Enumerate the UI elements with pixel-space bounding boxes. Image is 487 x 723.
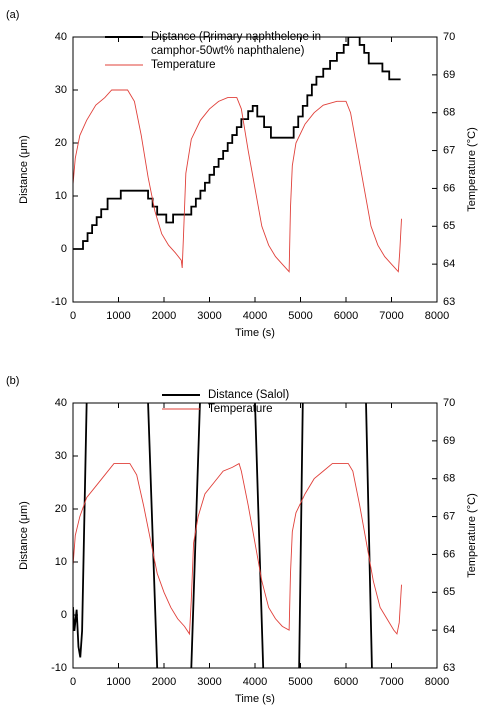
legend-swatch [105,36,143,38]
y-tick-label: 10 [55,556,67,568]
legend-label: Temperature [208,403,273,415]
x-tick-label: 3000 [197,676,221,688]
y2-tick-label: 70 [443,397,455,409]
x-tick-label: 4000 [243,310,267,322]
x-tick-label: 7000 [379,676,403,688]
y2-tick-label: 67 [443,144,455,156]
plot-frame [72,402,438,669]
y2-tick-label: 64 [443,258,455,270]
legend-swatch [105,64,143,66]
y2-tick-label: 67 [443,510,455,522]
y2-tick-label: 69 [443,69,455,81]
series-line [73,403,373,668]
y2-tick-label: 70 [443,31,455,43]
series-line [73,37,401,250]
y2-tick-label: 68 [443,107,455,119]
series-line [73,89,402,273]
x-tick-label: 7000 [379,310,403,322]
legend-swatch [162,394,200,396]
y-axis-title: Distance (μm) [18,135,30,204]
x-tick-label: 5000 [288,310,312,322]
legend-entry: Distance (Salol) [160,388,360,402]
legend-entry: Temperature [103,58,343,72]
legend-label: Distance (Salol) [208,389,290,401]
y-axis-title: Distance (μm) [18,501,30,570]
series-line [73,462,402,636]
y-tick-label: 30 [55,450,67,462]
panel-label: (a) [6,9,19,21]
y2-tick-label: 69 [443,435,455,447]
legend: Distance (Primary naphthelene in camphor… [103,30,343,72]
y2-tick-label: 63 [443,296,455,308]
y2-tick-label: 65 [443,586,455,598]
x-axis-title: Time (s) [235,693,275,705]
y2-tick-label: 64 [443,624,455,636]
legend-label: Distance (Primary naphthelene in camphor… [151,31,322,57]
x-axis-title: Time (s) [235,327,275,339]
x-tick-label: 5000 [288,676,312,688]
y-tick-label: 40 [55,31,67,43]
panel-label: (b) [6,375,19,387]
x-tick-label: 3000 [197,310,221,322]
y-tick-label: 20 [55,503,67,515]
y-tick-label: -10 [51,662,67,674]
y-tick-label: 0 [61,243,67,255]
plot-frame [72,36,438,303]
x-tick-label: 6000 [334,676,358,688]
panel: (b)0 1000 2000 3000 4000 5000 6000 7000 8000-100… [6,375,478,705]
x-tick-label: 1000 [106,310,130,322]
y2-tick-label: 65 [443,220,455,232]
legend-swatch [162,408,200,410]
y2-axis-title: Temperature (°C) [466,493,478,577]
x-tick-label: 2000 [152,676,176,688]
y-tick-label: 40 [55,397,67,409]
legend-entry: Distance (Primary naphthelene in camphor… [103,30,343,58]
y-tick-label: 20 [55,137,67,149]
y2-tick-label: 66 [443,182,455,194]
x-tick-label: 0 [70,310,76,322]
y-tick-label: 10 [55,190,67,202]
y2-tick-label: 68 [443,473,455,485]
x-tick-label: 1000 [106,676,130,688]
y-tick-label: 0 [61,609,67,621]
y-tick-label: 30 [55,84,67,96]
y-tick-label: -10 [51,296,67,308]
y2-tick-label: 66 [443,548,455,560]
x-tick-label: 8000 [425,310,449,322]
legend: Distance (Salol) Temperature [160,388,360,416]
legend-label: Temperature [151,59,216,71]
y2-tick-label: 63 [443,662,455,674]
x-tick-label: 8000 [425,676,449,688]
x-tick-label: 2000 [152,310,176,322]
y2-axis-title: Temperature (°C) [466,127,478,211]
panel: (a)0 1000 2000 3000 4000 5000 6000 7000 8000-100… [6,9,478,339]
x-tick-label: 4000 [243,676,267,688]
legend-entry: Temperature [160,402,360,416]
x-tick-label: 0 [70,676,76,688]
x-tick-label: 6000 [334,310,358,322]
